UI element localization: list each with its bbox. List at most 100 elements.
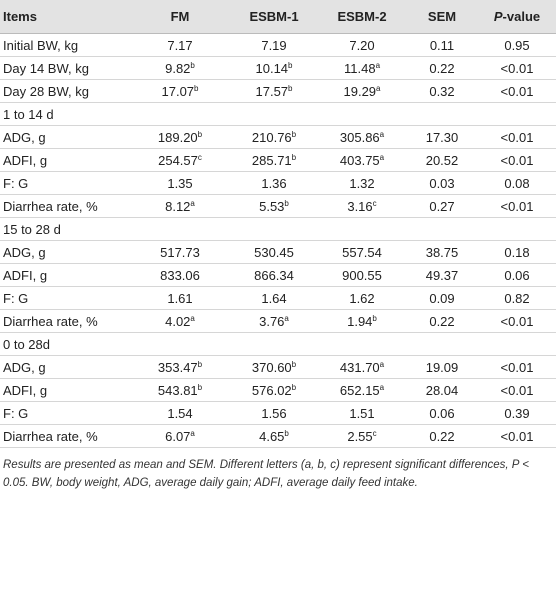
cell: 431.70a (318, 355, 406, 379)
cell: 6.07a (130, 424, 230, 448)
header-cell: P-value (478, 0, 556, 34)
cell: <0.01 (478, 194, 556, 218)
cell-text: 543.81 (157, 382, 198, 398)
cell: 3.76a (230, 309, 318, 333)
cell: 652.15a (318, 378, 406, 402)
row-label: 1 to 14 d (0, 102, 556, 126)
cell: 1.56 (230, 401, 318, 425)
cell: 403.75a (318, 148, 406, 172)
superscript: b (284, 428, 289, 438)
cell-text: -value (502, 9, 541, 24)
superscript: a (190, 428, 195, 438)
cell: 5.53b (230, 194, 318, 218)
cell: 1.32 (318, 171, 406, 195)
superscript: b (288, 83, 293, 93)
superscript: b (284, 198, 289, 208)
data-row: Initial BW, kg 7.17 7.19 7.20 0.11 0.95 (0, 33, 556, 57)
cell-text: 403.75 (339, 152, 380, 168)
cell-text: 431.70 (339, 359, 380, 375)
superscript: a (379, 382, 385, 392)
row-label: ADFI, g (0, 378, 130, 402)
italic-text: P (493, 9, 503, 24)
superscript: a (379, 359, 385, 369)
cell-text: 3.76 (259, 313, 285, 329)
data-row: ADFI, g 254.57c 285.71b 403.75a 20.52 <0.01 (0, 148, 556, 172)
header-cell: ESBM-2 (318, 0, 406, 34)
cell-text: 189.20 (157, 129, 198, 145)
data-row: ADG, g 189.20b 210.76b 305.86a 17.30 <0.01 (0, 125, 556, 149)
data-row: F: G 1.54 1.56 1.51 0.06 0.39 (0, 401, 556, 425)
row-label: F: G (0, 171, 130, 195)
superscript: c (372, 428, 377, 438)
data-row: Day 28 BW, kg 17.07b 17.57b 19.29a 0.32 <0.01 (0, 79, 556, 103)
cell: 9.82b (130, 56, 230, 80)
section-row: 15 to 28 d (0, 217, 556, 241)
cell: 17.30 (406, 125, 478, 149)
row-label: Diarrhea rate, % (0, 424, 130, 448)
cell: 0.09 (406, 286, 478, 310)
cell-text: 17.07 (161, 83, 195, 99)
cell: <0.01 (478, 79, 556, 103)
row-label: 0 to 28d (0, 332, 556, 356)
cell: <0.01 (478, 148, 556, 172)
cell: 4.02a (130, 309, 230, 333)
header-cell: Items (0, 0, 130, 34)
cell: <0.01 (478, 56, 556, 80)
data-row: Diarrhea rate, % 8.12a 5.53b 3.16c 0.27 <0.01 (0, 194, 556, 218)
header-row: Items FM ESBM-1 ESBM-2 SEM P-value (0, 0, 556, 34)
data-row: ADG, g 353.47b 370.60b 431.70a 19.09 <0.01 (0, 355, 556, 379)
cell: 7.17 (130, 33, 230, 57)
cell: 4.65b (230, 424, 318, 448)
row-label: F: G (0, 286, 130, 310)
row-label: ADFI, g (0, 263, 130, 287)
cell: 557.54 (318, 240, 406, 264)
cell: <0.01 (478, 424, 556, 448)
cell: 0.06 (478, 263, 556, 287)
superscript: b (197, 129, 203, 139)
cell: 353.47b (130, 355, 230, 379)
cell-text: 8.12 (165, 198, 191, 214)
footnote: Results are presented as mean and SEM. D… (3, 459, 529, 489)
row-label: 15 to 28 d (0, 217, 556, 241)
cell: 38.75 (406, 240, 478, 264)
cell: 576.02b (230, 378, 318, 402)
cell-text: 285.71 (251, 152, 292, 168)
superscript: a (379, 152, 385, 162)
superscript: b (291, 359, 297, 369)
cell-text: 305.86 (339, 129, 380, 145)
superscript: b (197, 382, 203, 392)
cell: 0.08 (478, 171, 556, 195)
superscript: b (194, 83, 199, 93)
data-row: ADFI, g 833.06 866.34 900.55 49.37 0.06 (0, 263, 556, 287)
data-table: Items FM ESBM-1 ESBM-2 SEM P-value Initial BW… (0, 0, 556, 448)
superscript: b (291, 152, 297, 162)
table-body: Initial BW, kg 7.17 7.19 7.20 0.11 0.95 Day 14… (0, 33, 556, 448)
cell: 3.16c (318, 194, 406, 218)
cell: 17.57b (230, 79, 318, 103)
cell: 543.81b (130, 378, 230, 402)
row-label: Initial BW, kg (0, 33, 130, 57)
cell: <0.01 (478, 378, 556, 402)
superscript: b (288, 60, 293, 70)
section-row: 0 to 28d (0, 332, 556, 356)
cell: 0.95 (478, 33, 556, 57)
cell: 28.04 (406, 378, 478, 402)
cell-text: 5.53 (259, 198, 285, 214)
cell: 0.11 (406, 33, 478, 57)
superscript: a (376, 83, 381, 93)
cell: 1.36 (230, 171, 318, 195)
cell: 17.07b (130, 79, 230, 103)
row-label: ADG, g (0, 125, 130, 149)
header-cell: SEM (406, 0, 478, 34)
superscript: a (375, 60, 381, 70)
cell: 7.20 (318, 33, 406, 57)
row-label: F: G (0, 401, 130, 425)
row-label: Diarrhea rate, % (0, 194, 130, 218)
superscript: b (291, 129, 297, 139)
data-row: Day 14 BW, kg 9.82b 10.14b 11.48a 0.22 <0.01 (0, 56, 556, 80)
cell-text: 3.16 (347, 198, 373, 214)
cell: 20.52 (406, 148, 478, 172)
cell: 2.55c (318, 424, 406, 448)
cell: 866.34 (230, 263, 318, 287)
